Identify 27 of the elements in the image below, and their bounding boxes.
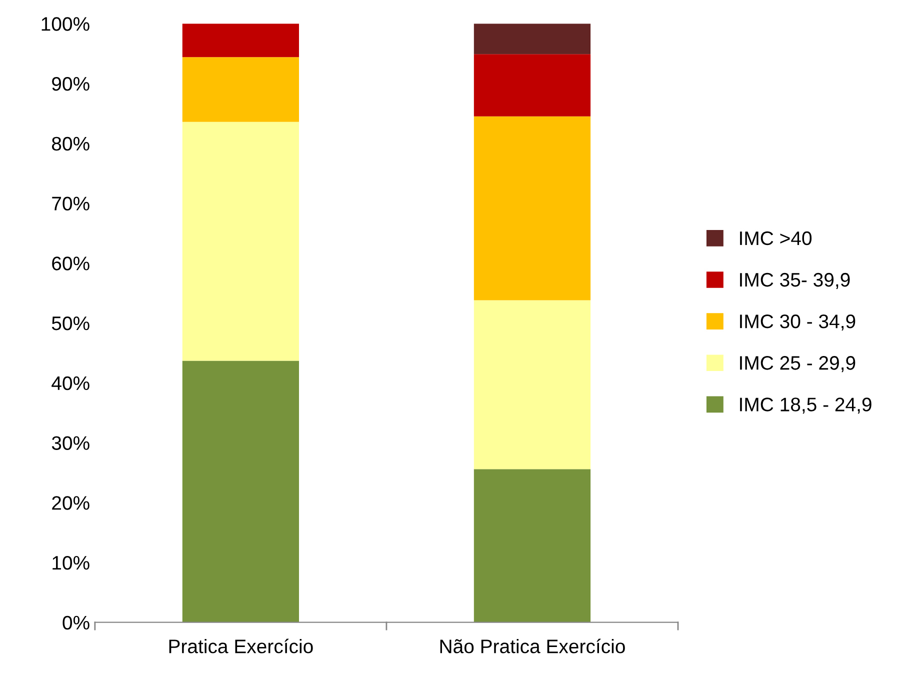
- y-tick-label: 20%: [52, 496, 90, 510]
- y-tick-label: 30%: [52, 436, 90, 450]
- legend-label: IMC 30 - 34,9: [740, 314, 856, 331]
- legend-label: IMC 35- 39,9: [740, 272, 850, 289]
- y-tick-label: 90%: [52, 76, 90, 91]
- legend-label: IMC >40: [740, 231, 812, 246]
- bar: [474, 300, 591, 470]
- y-tick-label: 60%: [52, 256, 90, 270]
- bar: [474, 54, 591, 116]
- bar: [182, 122, 299, 361]
- bar: [474, 24, 591, 54]
- y-tick-label: 100%: [42, 17, 90, 31]
- y-tick-label: 70%: [52, 196, 90, 210]
- bar: [182, 57, 299, 122]
- y-tick-label: 80%: [52, 136, 90, 151]
- bar: [474, 116, 591, 300]
- legend-label: IMC 18,5 - 24,9: [740, 398, 872, 414]
- y-tick-label: 10%: [52, 556, 90, 570]
- bar: [182, 360, 299, 622]
- x-tick-label: Pratica Exercício: [169, 638, 313, 654]
- y-tick-label: 40%: [52, 376, 90, 390]
- x-tick-label: Não Pratica Exercício: [440, 638, 625, 654]
- y-tick-label: 50%: [52, 316, 90, 330]
- legend-label: IMC 25 - 29,9: [740, 356, 856, 372]
- y-tick-label: 0%: [62, 616, 90, 630]
- bar: [182, 24, 299, 58]
- bar: [474, 469, 591, 622]
